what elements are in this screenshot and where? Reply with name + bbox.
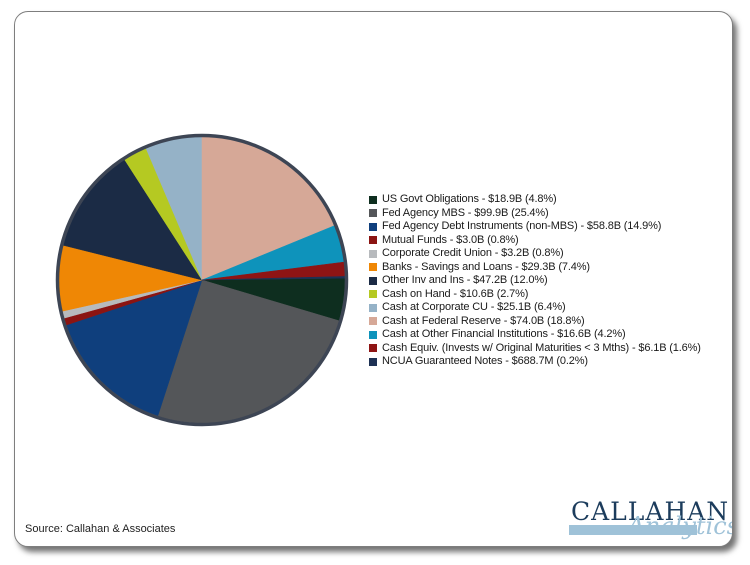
legend-label: NCUA Guaranteed Notes - $688.7M (0.2%) xyxy=(382,355,588,367)
legend-label: Mutual Funds - $3.0B (0.8%) xyxy=(382,233,519,246)
legend-swatch xyxy=(369,330,377,339)
chart-legend: US Govt Obligations - $18.9B (4.8%) Fed A… xyxy=(369,193,725,369)
legend-swatch xyxy=(369,195,377,204)
pie-chart-svg xyxy=(55,133,349,427)
legend-label: Cash at Corporate CU - $25.1B (6.4%) xyxy=(382,301,566,313)
legend-label: Cash on Hand - $10.6B (2.7%) xyxy=(382,287,529,300)
legend-label: Cash Equiv. (Invests w/ Original Maturit… xyxy=(382,341,701,354)
logo-wordmark: CALLAHAN xyxy=(571,497,730,526)
legend-label: Fed Agency MBS - $99.9B (25.4%) xyxy=(382,206,549,219)
pie-rim xyxy=(55,133,349,427)
legend-swatch xyxy=(369,290,377,298)
legend-item: Cash at Federal Reserve - $74.0B (18.8%) xyxy=(369,315,725,329)
legend-item: NCUA Guaranteed Notes - $688.7M (0.2%) xyxy=(369,355,725,369)
legend-label: US Govt Obligations - $18.9B (4.8%) xyxy=(382,193,557,205)
legend-label: Cash at Other Financial Institutions - $… xyxy=(382,328,626,340)
legend-label: Corporate Credit Union - $3.2B (0.8%) xyxy=(382,247,564,259)
legend-item: Cash on Hand - $10.6B (2.7%) xyxy=(369,288,725,302)
legend-item: Cash at Corporate CU - $25.1B (6.4%) xyxy=(369,301,725,315)
legend-item: Cash at Other Financial Institutions - $… xyxy=(369,328,725,342)
logo-analytics-script: Analytics xyxy=(627,512,733,540)
legend-label: Banks - Savings and Loans - $29.3B (7.4%… xyxy=(382,260,590,273)
legend-label: Fed Agency Debt Instruments (non-MBS) - … xyxy=(382,220,662,232)
legend-item: Other Inv and Ins - $47.2B (12.0%) xyxy=(369,274,725,288)
legend-swatch xyxy=(369,236,377,244)
legend-item: Mutual Funds - $3.0B (0.8%) xyxy=(369,234,725,248)
legend-swatch xyxy=(369,263,377,271)
source-attribution: Source: Callahan & Associates xyxy=(25,523,176,535)
legend-swatch xyxy=(369,249,377,258)
legend-label: Cash at Federal Reserve - $74.0B (18.8%) xyxy=(382,314,585,327)
legend-label: Other Inv and Ins - $47.2B (12.0%) xyxy=(382,274,548,286)
legend-swatch xyxy=(369,209,377,217)
legend-swatch xyxy=(369,317,377,325)
callahan-analytics-logo: CALLAHAN Analytics xyxy=(569,497,733,546)
legend-swatch xyxy=(369,344,377,352)
report-card: US Govt Obligations - $18.9B (4.8%) Fed A… xyxy=(14,11,733,547)
legend-swatch xyxy=(369,357,377,366)
pie-chart xyxy=(52,130,352,430)
logo-underline-bar xyxy=(569,525,697,535)
legend-item: Fed Agency MBS - $99.9B (25.4%) xyxy=(369,207,725,221)
legend-swatch xyxy=(369,222,377,231)
legend-swatch xyxy=(369,303,377,312)
legend-swatch xyxy=(369,276,377,285)
legend-item: Banks - Savings and Loans - $29.3B (7.4%… xyxy=(369,261,725,275)
legend-item: Fed Agency Debt Instruments (non-MBS) - … xyxy=(369,220,725,234)
legend-item: US Govt Obligations - $18.9B (4.8%) xyxy=(369,193,725,207)
legend-item: Cash Equiv. (Invests w/ Original Maturit… xyxy=(369,342,725,356)
legend-item: Corporate Credit Union - $3.2B (0.8%) xyxy=(369,247,725,261)
